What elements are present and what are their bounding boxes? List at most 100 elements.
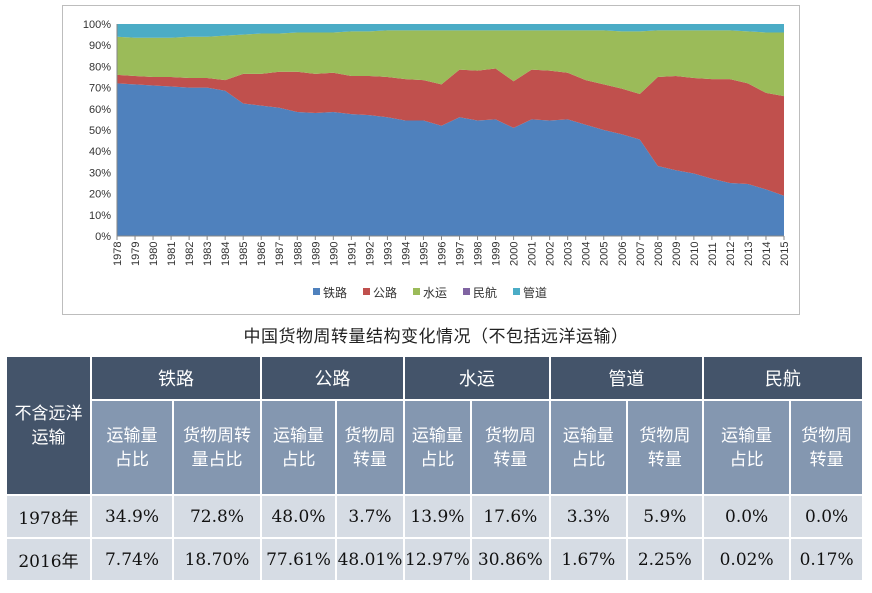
y-tick-label: 70% bbox=[89, 83, 111, 95]
group-header-water: 水运 bbox=[403, 355, 551, 401]
x-tick-label: 2008 bbox=[653, 242, 665, 266]
table-cell: 3.3% bbox=[548, 494, 628, 539]
legend-swatch bbox=[513, 288, 520, 295]
y-tick-label: 40% bbox=[89, 146, 111, 158]
legend-swatch bbox=[413, 288, 420, 295]
subheader-2: 运输量占比 bbox=[260, 399, 337, 496]
x-tick-label: 2003 bbox=[563, 242, 575, 266]
subheader-label: 运输量占比 bbox=[411, 425, 463, 470]
x-tick-label: 1984 bbox=[220, 242, 232, 266]
subheader-1: 货物周转量占比 bbox=[172, 399, 262, 496]
subheader-5: 货物周转量 bbox=[469, 399, 551, 496]
x-tick-label: 1992 bbox=[364, 242, 376, 266]
subheader-label: 货物周转量 bbox=[801, 425, 853, 470]
x-tick-label: 2006 bbox=[617, 242, 629, 266]
subheader-label: 货物周转量 bbox=[639, 425, 691, 470]
subheader-8: 运输量占比 bbox=[701, 399, 792, 496]
subheader-9: 货物周转量 bbox=[789, 399, 864, 496]
table-cell: 12.97% bbox=[403, 537, 472, 582]
table-cell: 5.9% bbox=[625, 494, 704, 539]
table-cell: 30.86% bbox=[469, 537, 551, 582]
group-header-road: 公路 bbox=[260, 355, 405, 401]
legend-label: 水运 bbox=[423, 286, 447, 300]
table-row: 1978年 34.9% 72.8% 48.0% 3.7% 13.9% 17.6% 3.3% 5.… bbox=[5, 494, 864, 539]
subheader-label: 运输量占比 bbox=[106, 425, 158, 470]
x-tick-label: 1994 bbox=[400, 242, 412, 266]
x-tick-label: 2007 bbox=[635, 242, 647, 266]
table-cell: 13.9% bbox=[403, 494, 472, 539]
x-tick-label: 1986 bbox=[256, 242, 268, 266]
subheader-6: 运输量占比 bbox=[548, 399, 628, 496]
subheader-label: 货物周转量占比 bbox=[183, 425, 251, 470]
legend-swatch bbox=[463, 288, 470, 295]
x-tick-label: 1988 bbox=[292, 242, 304, 266]
y-tick-label: 90% bbox=[89, 40, 111, 52]
subheader-label: 货物周转量 bbox=[484, 425, 536, 470]
subheader-0: 运输量占比 bbox=[90, 399, 174, 496]
subheader-7: 货物周转量 bbox=[625, 399, 704, 496]
x-tick-label: 2014 bbox=[761, 242, 773, 266]
chart-caption: 中国货物周转量结构变化情况（不包括远洋运输） bbox=[243, 327, 629, 347]
table-cell: 0.02% bbox=[701, 537, 792, 582]
x-tick-label: 1979 bbox=[130, 242, 142, 266]
chart-container: 0% 10% 20% 30% 40% 50% 60% 70% 80% 90% 100% 1978 197… bbox=[62, 5, 800, 315]
x-tick-label: 2002 bbox=[545, 242, 557, 266]
x-tick-label: 2001 bbox=[527, 242, 539, 266]
y-tick-label: 30% bbox=[89, 167, 111, 179]
group-header-aviation: 民航 bbox=[701, 355, 864, 401]
table-cell: 72.8% bbox=[172, 494, 262, 539]
area-series-0 bbox=[117, 83, 784, 236]
x-tick-label: 1985 bbox=[238, 242, 250, 266]
table-cell: 0.0% bbox=[789, 494, 864, 539]
x-tick-label: 1982 bbox=[184, 242, 196, 266]
area-series-1 bbox=[117, 68, 784, 196]
area-series-2 bbox=[117, 30, 784, 97]
legend-label: 公路 bbox=[373, 285, 397, 300]
legend-swatch bbox=[313, 288, 320, 295]
legend-label: 铁路 bbox=[323, 285, 347, 300]
x-tick-label: 2015 bbox=[779, 242, 791, 266]
x-tick-label: 1995 bbox=[418, 242, 430, 266]
x-tick-label: 1980 bbox=[148, 242, 160, 266]
x-tick-label: 1981 bbox=[166, 242, 178, 266]
group-header-pipeline: 管道 bbox=[548, 355, 704, 401]
table-cell: 7.74% bbox=[90, 537, 174, 582]
subheader-label: 运输量占比 bbox=[562, 425, 614, 470]
legend-swatch bbox=[363, 288, 370, 295]
table-cell: 3.7% bbox=[335, 494, 405, 539]
corner-header: 不含远洋运输 bbox=[5, 355, 92, 496]
x-tick-label: 2000 bbox=[509, 242, 521, 266]
x-tick-label: 2005 bbox=[599, 242, 611, 266]
x-tick-label: 2010 bbox=[689, 242, 701, 266]
y-tick-label: 0% bbox=[95, 231, 111, 243]
group-header-rail: 铁路 bbox=[90, 355, 262, 401]
y-tick-label: 100% bbox=[83, 19, 111, 31]
subheader-4: 运输量占比 bbox=[403, 399, 472, 496]
table-cell: 34.9% bbox=[90, 494, 174, 539]
table-cell: 17.6% bbox=[469, 494, 551, 539]
x-tick-label: 1990 bbox=[328, 242, 340, 266]
row-year: 2016年 bbox=[5, 537, 92, 582]
x-tick-label: 2011 bbox=[707, 242, 719, 266]
freight-structure-table: 不含远洋运输 铁路 公路 水运 管道 民航 运输量占比 货物周转量占比 运输量占比货… bbox=[5, 355, 864, 582]
table-row: 2016年 7.74% 18.70% 77.61% 48.01% 12.97% 30.86%… bbox=[5, 537, 864, 582]
y-tick-label: 60% bbox=[89, 104, 111, 116]
subheader-3: 货物周转量 bbox=[335, 399, 405, 496]
table-cell: 48.01% bbox=[335, 537, 405, 582]
x-tick-label: 2013 bbox=[743, 242, 755, 266]
x-tick-label: 1998 bbox=[473, 242, 485, 266]
table-cell: 1.67% bbox=[548, 537, 628, 582]
legend-label: 民航 bbox=[473, 285, 497, 300]
table-cell: 0.17% bbox=[789, 537, 864, 582]
subheader-label: 运输量占比 bbox=[273, 425, 324, 470]
subheader-label: 运输量占比 bbox=[721, 425, 773, 470]
x-tick-label: 1999 bbox=[491, 242, 503, 266]
stacked-area-chart: 0% 10% 20% 30% 40% 50% 60% 70% 80% 90% 100% 1978 197… bbox=[83, 19, 791, 300]
x-tick-label: 2004 bbox=[581, 242, 593, 266]
x-tick-label: 1987 bbox=[274, 242, 286, 266]
x-tick-label: 1996 bbox=[436, 242, 448, 266]
legend-label: 管道 bbox=[523, 285, 547, 300]
x-tick-label: 2009 bbox=[671, 242, 683, 266]
y-tick-label: 20% bbox=[89, 189, 111, 201]
row-year: 1978年 bbox=[5, 494, 92, 539]
